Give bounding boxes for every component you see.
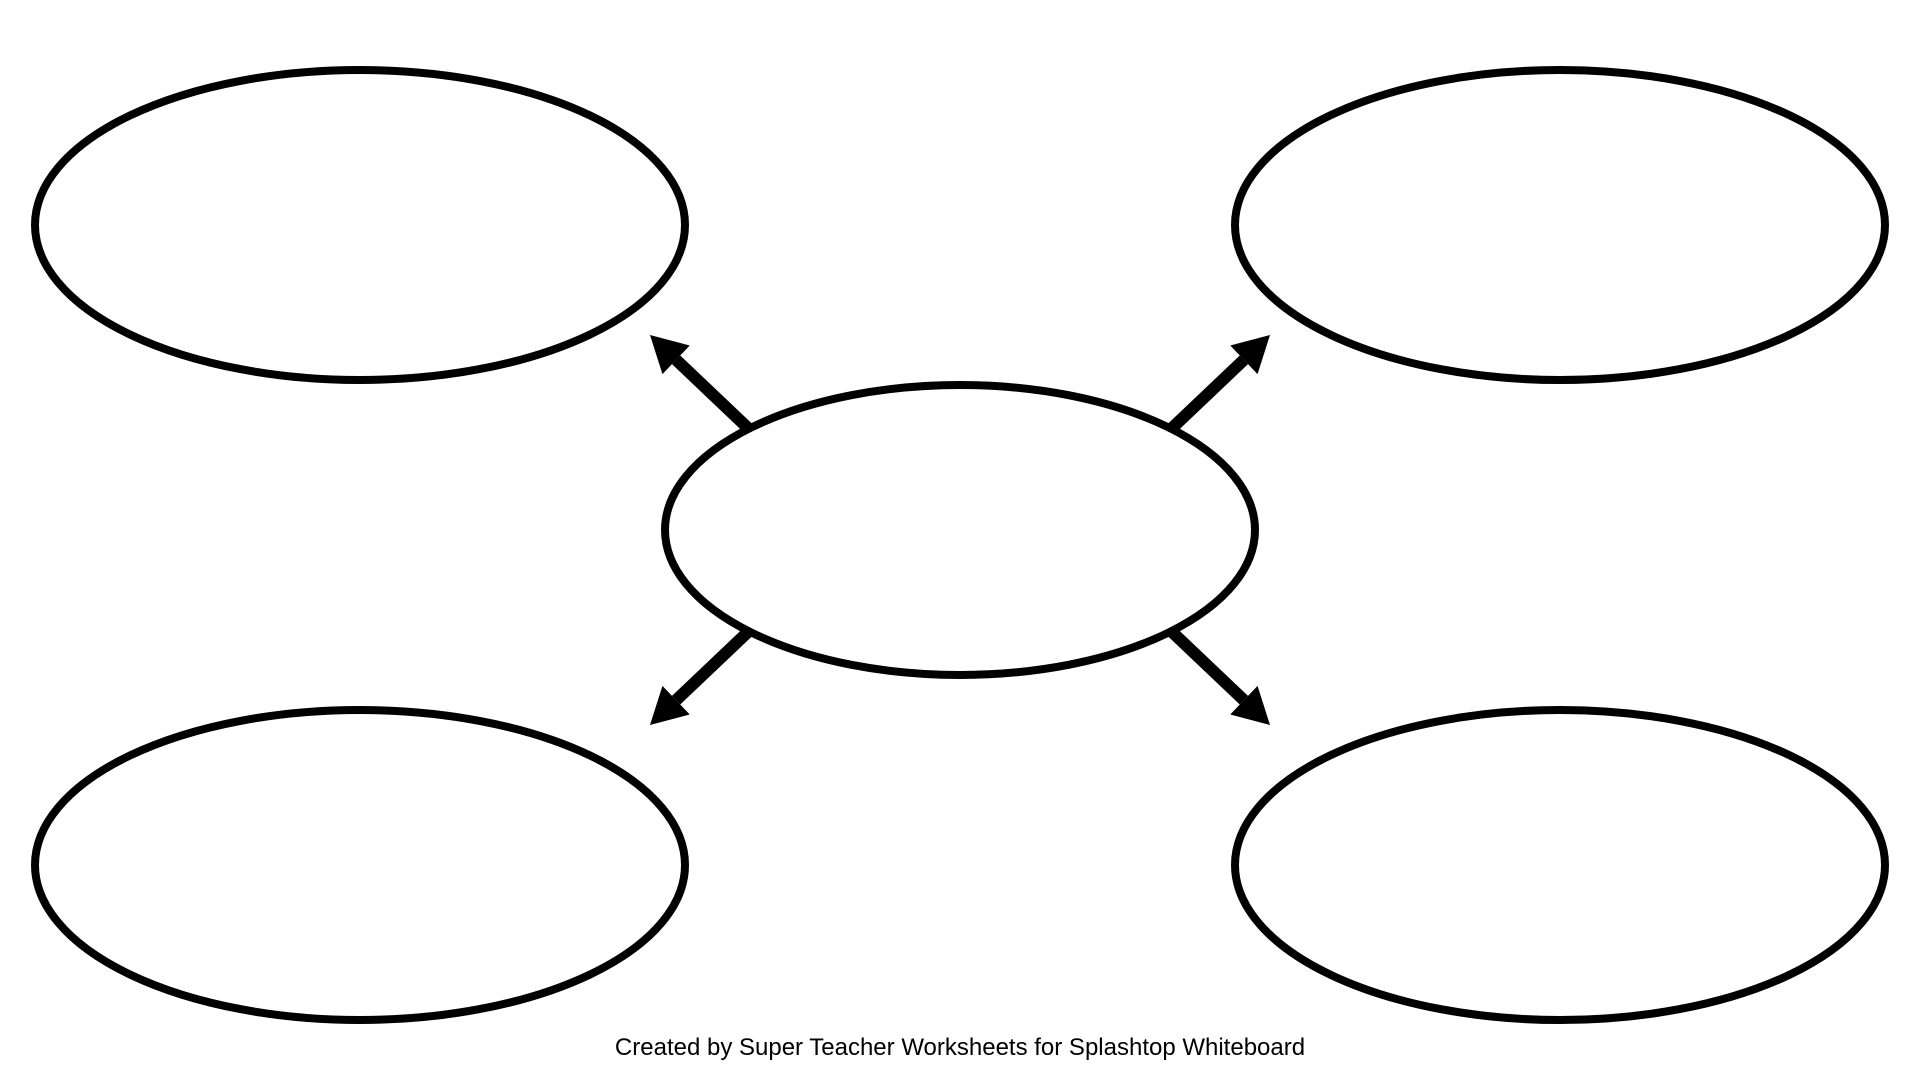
node-bottom-left [35, 710, 685, 1020]
arrow-top-right [1170, 335, 1270, 430]
node-center [665, 385, 1255, 675]
node-bottom-right [1235, 710, 1885, 1020]
diagram-container [0, 0, 1920, 1080]
node-top-left [35, 70, 685, 380]
arrow-top-left [650, 335, 750, 430]
footer-credit: Created by Super Teacher Worksheets for … [0, 1034, 1920, 1062]
arrow-bottom-left [650, 630, 750, 725]
node-top-right [1235, 70, 1885, 380]
web-diagram [0, 0, 1920, 1080]
arrow-bottom-right [1170, 630, 1270, 725]
